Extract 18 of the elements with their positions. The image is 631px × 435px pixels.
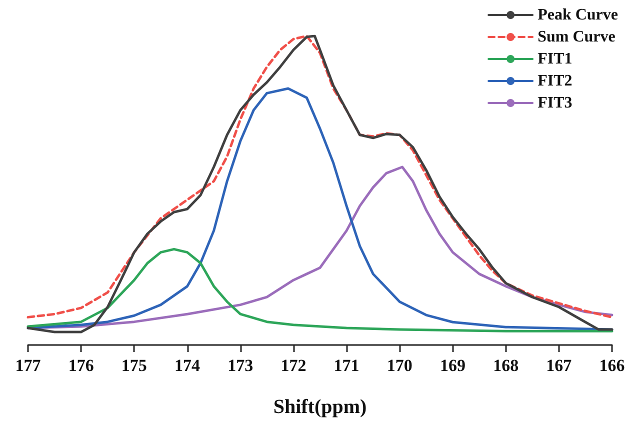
legend-label: FIT2 — [538, 72, 572, 90]
x-tick-label: 167 — [546, 356, 572, 375]
x-tick-label: 173 — [228, 356, 254, 375]
x-tick-label: 166 — [599, 356, 625, 375]
x-axis-title: Shift(ppm) — [273, 396, 367, 418]
legend-label: FIT3 — [538, 94, 572, 112]
x-tick-label: 175 — [121, 356, 147, 375]
legend-label: Sum Curve — [538, 28, 616, 46]
x-tick-label: 174 — [174, 356, 201, 375]
legend-label: Peak Curve — [538, 6, 618, 24]
x-tick-label: 172 — [280, 356, 306, 375]
x-tick-label: 170 — [386, 356, 412, 375]
legend-label: FIT1 — [538, 50, 572, 68]
x-tick-label: 168 — [493, 356, 519, 375]
x-tick-label: 171 — [334, 356, 360, 375]
x-tick-label: 176 — [68, 356, 94, 375]
x-tick-label: 177 — [15, 356, 42, 375]
x-tick-label: 169 — [440, 356, 466, 375]
